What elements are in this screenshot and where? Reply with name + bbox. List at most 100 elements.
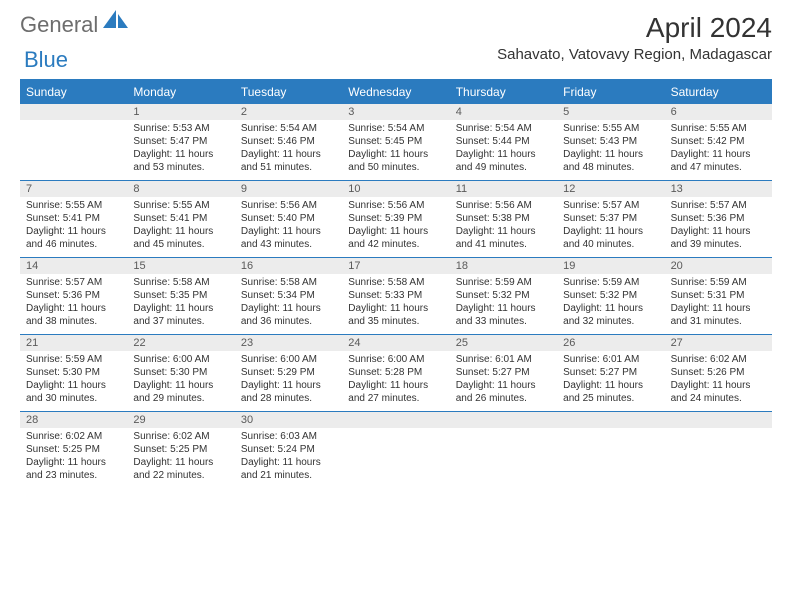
day-body: Sunrise: 6:00 AMSunset: 5:28 PMDaylight:… <box>342 351 449 411</box>
day-body-line: Sunset: 5:46 PM <box>241 135 336 148</box>
day-number: 18 <box>450 258 557 274</box>
day-body-line: and 39 minutes. <box>671 238 766 251</box>
day-body: Sunrise: 6:00 AMSunset: 5:30 PMDaylight:… <box>127 351 234 411</box>
weekday-header: Wednesday <box>342 81 449 103</box>
day-body-line: Daylight: 11 hours <box>241 225 336 238</box>
day-body-line: Sunset: 5:32 PM <box>456 289 551 302</box>
day-body-line: and 47 minutes. <box>671 161 766 174</box>
day-body-line: Daylight: 11 hours <box>133 225 228 238</box>
day-body-line: Sunrise: 6:02 AM <box>26 430 121 443</box>
day-body-line: Sunrise: 6:00 AM <box>348 353 443 366</box>
week-row: 123456Sunrise: 5:53 AMSunset: 5:47 PMDay… <box>20 103 772 180</box>
day-body-line: and 50 minutes. <box>348 161 443 174</box>
day-number: 27 <box>665 335 772 351</box>
day-body-line: Sunrise: 5:59 AM <box>671 276 766 289</box>
day-body-line: Sunset: 5:27 PM <box>563 366 658 379</box>
day-body-line: Daylight: 11 hours <box>563 379 658 392</box>
day-number: 11 <box>450 181 557 197</box>
day-body-line: Daylight: 11 hours <box>348 148 443 161</box>
day-body-line: Sunset: 5:31 PM <box>671 289 766 302</box>
day-body: Sunrise: 6:01 AMSunset: 5:27 PMDaylight:… <box>450 351 557 411</box>
day-body-line: Daylight: 11 hours <box>671 148 766 161</box>
day-number: 28 <box>20 412 127 428</box>
day-body-line: Sunrise: 5:55 AM <box>26 199 121 212</box>
day-number: 22 <box>127 335 234 351</box>
day-body-line: Sunset: 5:28 PM <box>348 366 443 379</box>
day-body: Sunrise: 5:59 AMSunset: 5:30 PMDaylight:… <box>20 351 127 411</box>
day-body <box>342 428 449 488</box>
day-body: Sunrise: 5:57 AMSunset: 5:36 PMDaylight:… <box>20 274 127 334</box>
day-number <box>342 412 449 428</box>
day-body-line: Sunrise: 6:00 AM <box>133 353 228 366</box>
day-number: 19 <box>557 258 664 274</box>
day-number <box>557 412 664 428</box>
day-body: Sunrise: 5:54 AMSunset: 5:44 PMDaylight:… <box>450 120 557 180</box>
day-number: 20 <box>665 258 772 274</box>
day-body <box>20 120 127 180</box>
day-body-line: Sunset: 5:37 PM <box>563 212 658 225</box>
logo: General <box>20 12 105 38</box>
day-body-line: Daylight: 11 hours <box>671 379 766 392</box>
day-body-line: Daylight: 11 hours <box>241 456 336 469</box>
logo-sail-icon <box>103 10 129 35</box>
day-body-line: and 28 minutes. <box>241 392 336 405</box>
day-body-line: Daylight: 11 hours <box>456 302 551 315</box>
week-row: 14151617181920Sunrise: 5:57 AMSunset: 5:… <box>20 257 772 334</box>
day-body-line: Sunset: 5:36 PM <box>26 289 121 302</box>
day-body: Sunrise: 5:58 AMSunset: 5:34 PMDaylight:… <box>235 274 342 334</box>
day-body-line: Sunset: 5:39 PM <box>348 212 443 225</box>
day-body-line: and 42 minutes. <box>348 238 443 251</box>
day-body <box>450 428 557 488</box>
day-body-line: Sunrise: 5:55 AM <box>671 122 766 135</box>
day-body-line: Sunrise: 5:53 AM <box>133 122 228 135</box>
day-body-line: Daylight: 11 hours <box>563 302 658 315</box>
day-body-line: Sunset: 5:33 PM <box>348 289 443 302</box>
day-body-line: Sunrise: 5:57 AM <box>671 199 766 212</box>
day-body: Sunrise: 5:54 AMSunset: 5:46 PMDaylight:… <box>235 120 342 180</box>
day-body-line: Sunset: 5:40 PM <box>241 212 336 225</box>
day-body: Sunrise: 6:02 AMSunset: 5:26 PMDaylight:… <box>665 351 772 411</box>
day-body: Sunrise: 6:03 AMSunset: 5:24 PMDaylight:… <box>235 428 342 488</box>
day-body-line: Daylight: 11 hours <box>563 148 658 161</box>
day-body <box>557 428 664 488</box>
day-body-line: Sunset: 5:26 PM <box>671 366 766 379</box>
day-body-line: Daylight: 11 hours <box>133 148 228 161</box>
day-body-line: Sunrise: 5:59 AM <box>563 276 658 289</box>
day-body-line: and 35 minutes. <box>348 315 443 328</box>
week-row: 78910111213Sunrise: 5:55 AMSunset: 5:41 … <box>20 180 772 257</box>
day-body-line: Sunrise: 5:58 AM <box>241 276 336 289</box>
day-body-line: and 40 minutes. <box>563 238 658 251</box>
day-body-line: Sunrise: 5:55 AM <box>563 122 658 135</box>
weekday-header: Saturday <box>665 81 772 103</box>
day-body: Sunrise: 5:55 AMSunset: 5:42 PMDaylight:… <box>665 120 772 180</box>
day-number: 9 <box>235 181 342 197</box>
location: Sahavato, Vatovavy Region, Madagascar <box>497 46 772 63</box>
day-body-line: and 30 minutes. <box>26 392 121 405</box>
day-body-line: Sunset: 5:44 PM <box>456 135 551 148</box>
day-body-line: and 37 minutes. <box>133 315 228 328</box>
day-body-line: Sunrise: 6:02 AM <box>133 430 228 443</box>
weekday-header: Tuesday <box>235 81 342 103</box>
day-body: Sunrise: 6:02 AMSunset: 5:25 PMDaylight:… <box>20 428 127 488</box>
day-body-line: Sunrise: 5:59 AM <box>456 276 551 289</box>
day-body-line: Sunset: 5:30 PM <box>133 366 228 379</box>
week-row: 21222324252627Sunrise: 5:59 AMSunset: 5:… <box>20 334 772 411</box>
day-body-line: Daylight: 11 hours <box>671 225 766 238</box>
day-body-line: Daylight: 11 hours <box>241 302 336 315</box>
day-body-line: Daylight: 11 hours <box>456 148 551 161</box>
day-number: 30 <box>235 412 342 428</box>
day-body-line: Sunrise: 6:01 AM <box>563 353 658 366</box>
day-body: Sunrise: 5:59 AMSunset: 5:32 PMDaylight:… <box>557 274 664 334</box>
day-body-line: Daylight: 11 hours <box>563 225 658 238</box>
day-body: Sunrise: 6:01 AMSunset: 5:27 PMDaylight:… <box>557 351 664 411</box>
day-number: 25 <box>450 335 557 351</box>
day-number: 29 <box>127 412 234 428</box>
day-number <box>665 412 772 428</box>
title-block: April 2024 Sahavato, Vatovavy Region, Ma… <box>497 12 772 63</box>
day-body-line: Sunrise: 5:54 AM <box>348 122 443 135</box>
logo-text-blue: Blue <box>24 47 68 72</box>
day-body-line: and 24 minutes. <box>671 392 766 405</box>
day-number: 2 <box>235 104 342 120</box>
day-number: 24 <box>342 335 449 351</box>
weekday-header: Sunday <box>20 81 127 103</box>
